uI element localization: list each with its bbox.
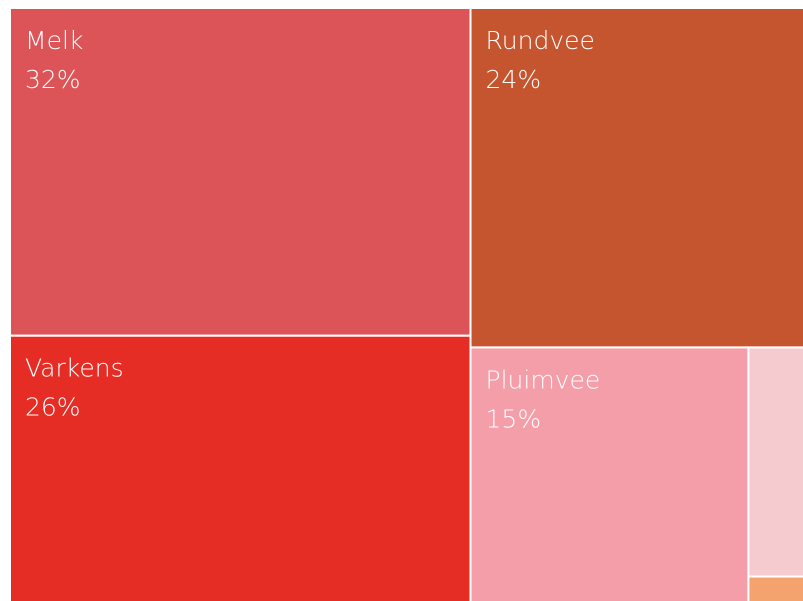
- treemap-tile: [469, 7, 803, 349]
- tile-label: Melk: [25, 26, 83, 55]
- tile-value-label: 15%: [486, 404, 542, 433]
- tile-value-label: 32%: [25, 65, 81, 94]
- treemap-tile: [747, 575, 803, 601]
- tile-value-label: 26%: [25, 393, 81, 422]
- tile-value-label: 24%: [486, 65, 542, 94]
- tile-label: Pluimvee: [486, 365, 601, 394]
- treemap-tile: [9, 334, 472, 601]
- tile-label: Varkens: [25, 354, 124, 383]
- treemap-tile: [747, 346, 803, 578]
- treemap-tile: [9, 7, 472, 337]
- treemap-tile: [469, 346, 750, 601]
- tile-label: Rundvee: [486, 26, 595, 55]
